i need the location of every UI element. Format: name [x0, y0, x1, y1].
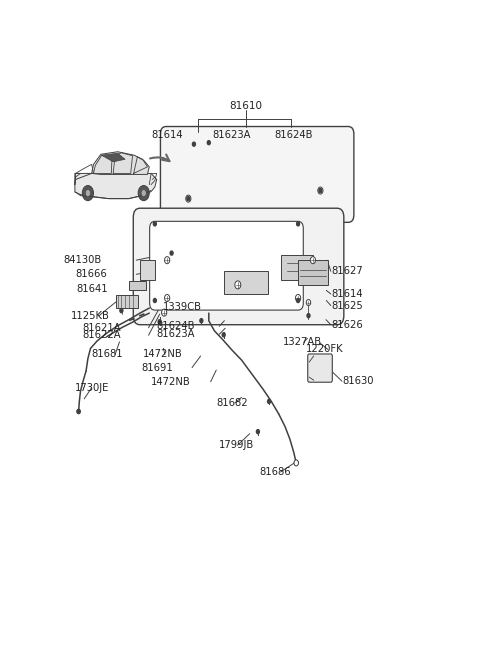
Polygon shape [281, 255, 313, 280]
Circle shape [83, 185, 94, 200]
Text: 1472NB: 1472NB [143, 350, 182, 360]
Circle shape [200, 319, 203, 323]
Circle shape [154, 222, 156, 226]
Circle shape [165, 257, 170, 264]
Text: 1472NB: 1472NB [151, 377, 191, 386]
Circle shape [296, 295, 300, 301]
Text: 81641: 81641 [76, 284, 108, 294]
Circle shape [297, 299, 300, 303]
Polygon shape [75, 174, 156, 198]
Circle shape [267, 400, 271, 403]
Text: 1339CB: 1339CB [163, 301, 202, 312]
Circle shape [307, 314, 310, 318]
Circle shape [192, 142, 195, 146]
Text: 1327AB: 1327AB [283, 337, 323, 347]
Circle shape [222, 333, 225, 337]
Text: 1730JE: 1730JE [75, 383, 109, 393]
Circle shape [187, 196, 190, 200]
Text: 81624B: 81624B [274, 130, 312, 140]
Circle shape [294, 460, 299, 466]
Polygon shape [102, 153, 125, 162]
Circle shape [85, 189, 91, 196]
Circle shape [295, 461, 298, 465]
Circle shape [158, 320, 161, 324]
Circle shape [297, 222, 300, 226]
Text: 1220FK: 1220FK [305, 345, 343, 354]
Text: 81622A: 81622A [83, 330, 121, 341]
Text: 84130B: 84130B [63, 255, 102, 265]
Circle shape [186, 195, 191, 202]
Text: 81624B: 81624B [156, 321, 195, 331]
Text: 81610: 81610 [229, 102, 263, 111]
Text: 81625: 81625 [332, 301, 363, 310]
Circle shape [120, 309, 123, 312]
FancyBboxPatch shape [150, 221, 303, 310]
Circle shape [77, 409, 80, 413]
Circle shape [170, 251, 173, 255]
Text: 81691: 81691 [142, 363, 173, 373]
FancyBboxPatch shape [308, 354, 332, 383]
Circle shape [311, 257, 315, 264]
Circle shape [319, 189, 322, 193]
Polygon shape [298, 260, 328, 286]
Circle shape [318, 187, 323, 194]
Text: 81681: 81681 [92, 350, 123, 360]
Circle shape [306, 299, 311, 305]
Text: 81614: 81614 [151, 130, 183, 140]
Polygon shape [92, 152, 149, 174]
Text: 81614: 81614 [332, 289, 363, 299]
Circle shape [154, 299, 156, 303]
Circle shape [235, 281, 241, 289]
Circle shape [162, 309, 167, 316]
Text: 81621A: 81621A [83, 323, 121, 333]
Circle shape [141, 189, 146, 196]
Circle shape [77, 409, 80, 413]
Circle shape [165, 295, 170, 301]
Polygon shape [129, 282, 145, 290]
Circle shape [138, 185, 149, 200]
Text: 1799JB: 1799JB [219, 440, 254, 450]
Text: 81686: 81686 [260, 467, 291, 477]
Text: 81623A: 81623A [213, 130, 251, 140]
Text: 81626: 81626 [332, 320, 363, 329]
Polygon shape [116, 295, 138, 308]
Text: 81630: 81630 [343, 376, 374, 386]
FancyBboxPatch shape [133, 208, 344, 325]
FancyBboxPatch shape [160, 126, 354, 222]
Circle shape [295, 461, 298, 465]
Text: 81627: 81627 [332, 267, 363, 276]
Polygon shape [140, 260, 155, 280]
Text: 81682: 81682 [216, 398, 248, 408]
Polygon shape [224, 271, 268, 295]
Text: 81666: 81666 [76, 269, 108, 279]
Text: 1125KB: 1125KB [71, 310, 109, 321]
Text: 81623A: 81623A [156, 329, 195, 339]
Circle shape [256, 430, 259, 434]
Circle shape [207, 141, 210, 145]
